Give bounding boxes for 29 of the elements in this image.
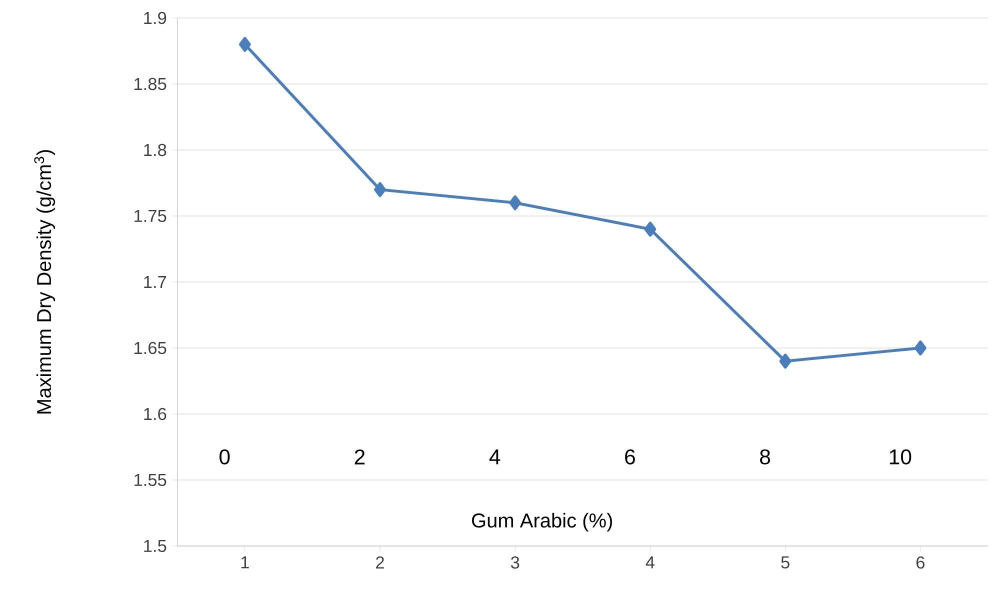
point	[374, 182, 386, 198]
point	[644, 222, 656, 237]
y-tick-label: 1.6	[144, 408, 166, 420]
x-tick-label: 6	[916, 556, 925, 569]
y-tick-label: 1.5	[144, 540, 166, 552]
y-tick-label: 1.7	[144, 276, 166, 288]
x-tick-label: 5	[781, 556, 790, 568]
x-tick-label: 3	[510, 556, 520, 569]
annotation: 2	[354, 449, 365, 464]
x-tick-label: 1	[241, 556, 249, 568]
annotation: 6	[625, 449, 635, 464]
y-tick-label: 1.85	[134, 78, 166, 90]
x-tick-label: 2	[376, 556, 384, 568]
y-tick-label: 1.55	[134, 474, 166, 486]
annotation: 10	[890, 449, 912, 464]
x-axis-title: Gum Arabic (%)	[472, 512, 612, 532]
x-tick-label: 4	[646, 556, 655, 568]
annotation: 8	[760, 449, 770, 464]
point	[779, 354, 792, 369]
y-tick-label: 1.65	[134, 342, 166, 354]
point	[238, 36, 251, 52]
point	[914, 340, 926, 356]
annotation: 4	[489, 450, 500, 464]
y-tick-label: 1.9	[144, 12, 166, 24]
y-axis-title: Maximum Dry Density (g/cm$^{3}$)	[34, 150, 56, 414]
point	[509, 195, 522, 210]
y-tick-label: 1.8	[144, 144, 166, 156]
annotation: 0	[220, 449, 230, 464]
y-tick-label: 1.75	[134, 210, 166, 222]
